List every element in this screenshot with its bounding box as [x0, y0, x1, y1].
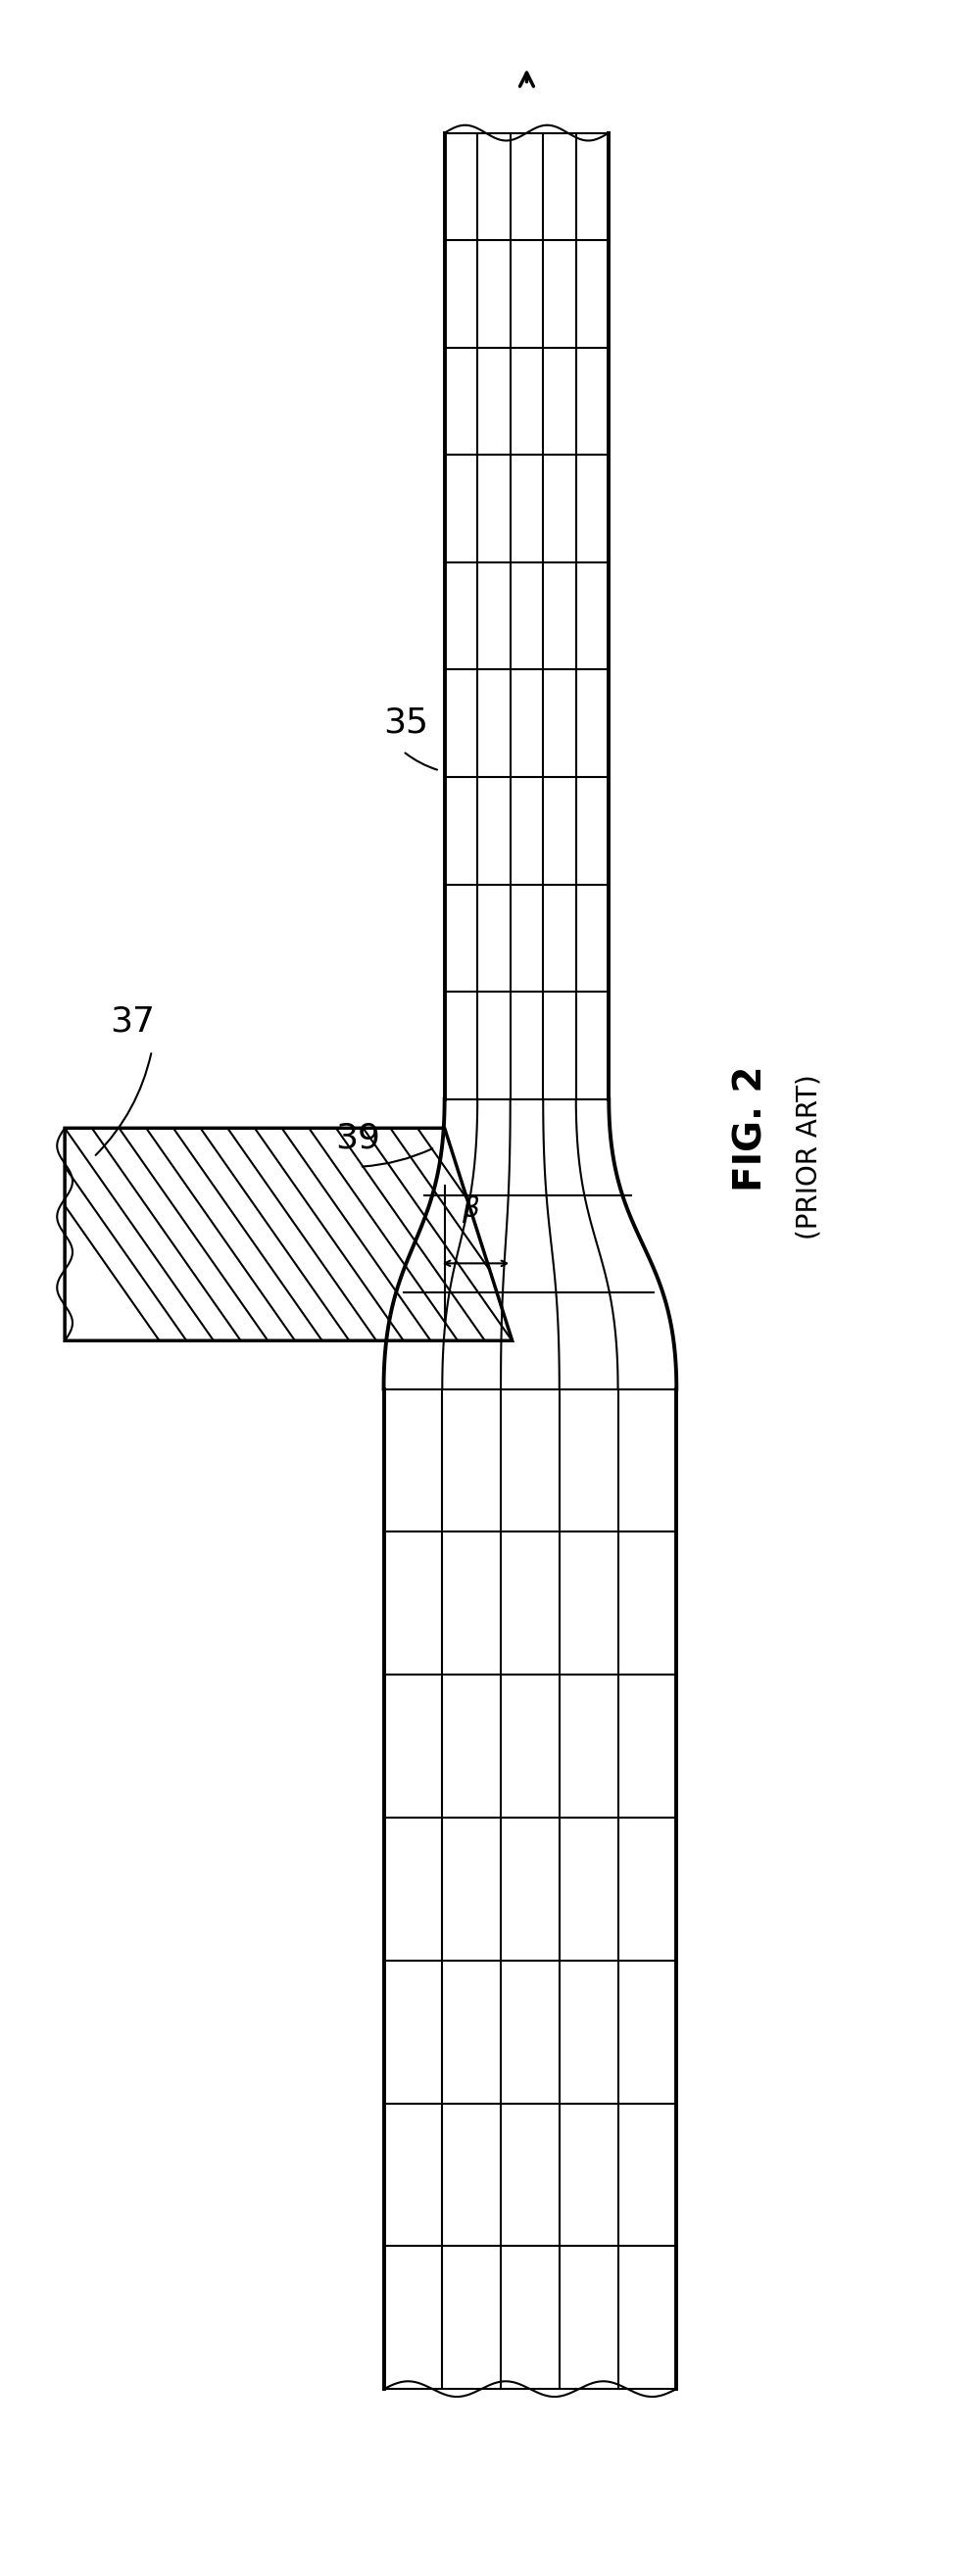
Text: FIG. 2: FIG. 2: [732, 1064, 769, 1190]
Text: 35: 35: [384, 706, 429, 739]
Text: (PRIOR ART): (PRIOR ART): [795, 1074, 822, 1239]
Text: 39: 39: [336, 1121, 380, 1154]
Text: $\beta$: $\beta$: [462, 1193, 480, 1224]
Text: 37: 37: [110, 1005, 155, 1038]
